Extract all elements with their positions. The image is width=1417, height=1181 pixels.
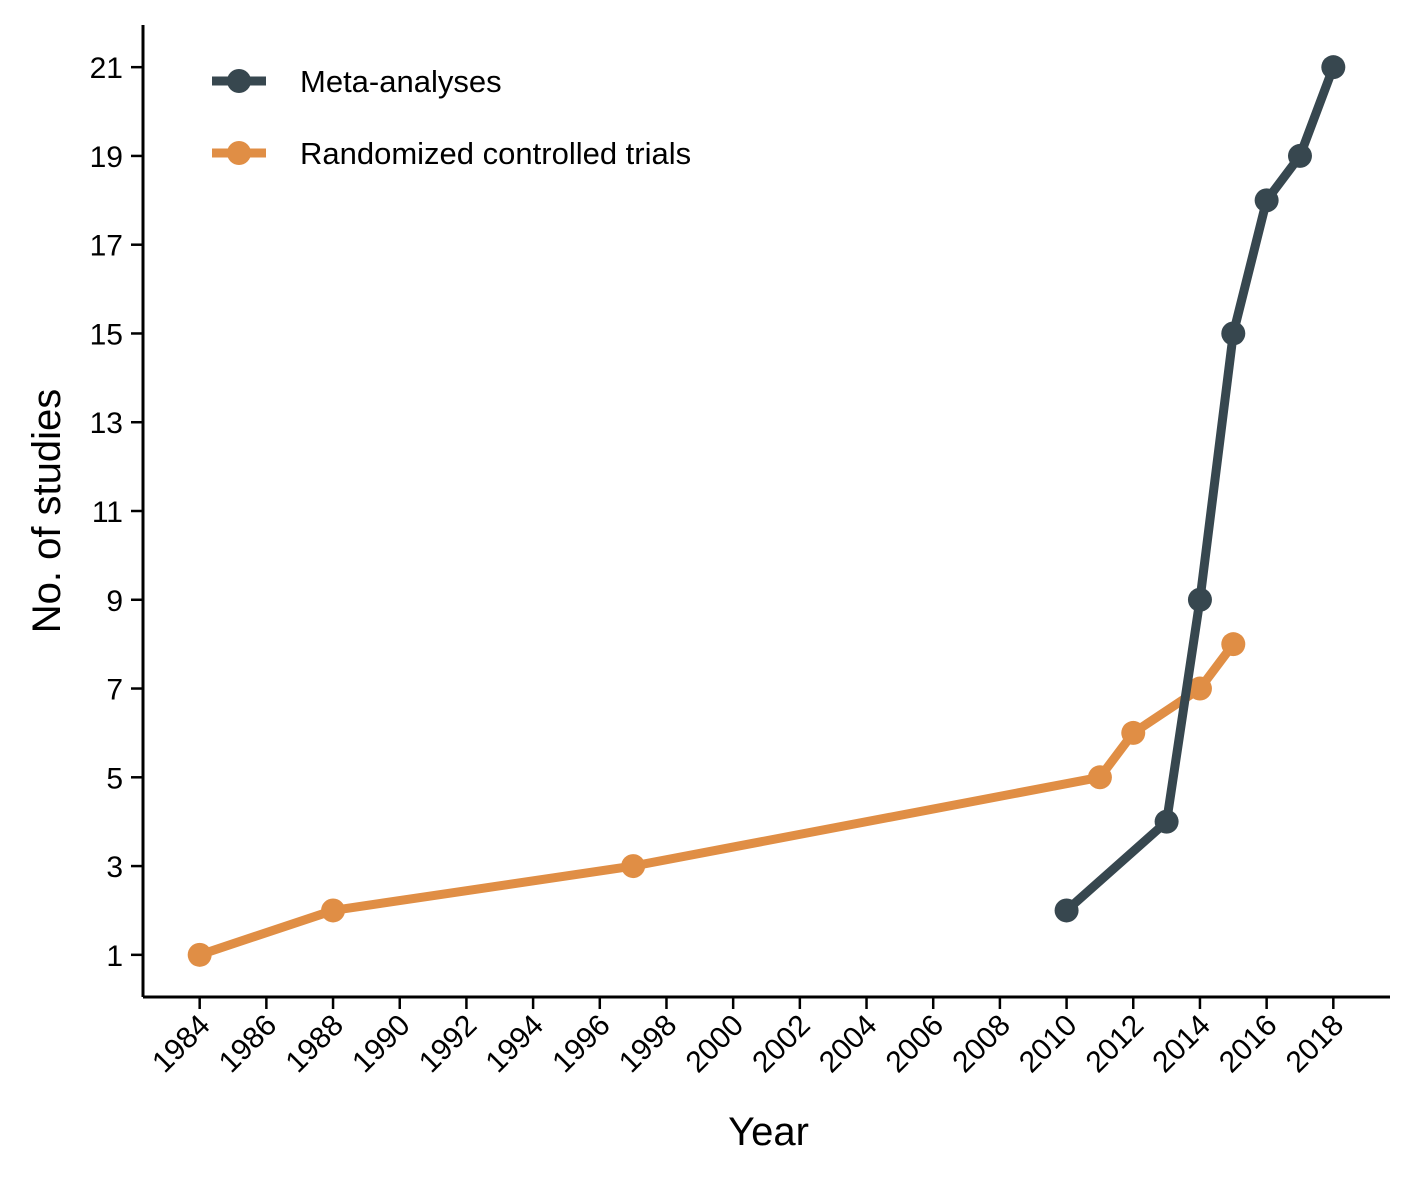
legend-marker: [227, 69, 251, 93]
y-tick-label: 13: [90, 407, 123, 440]
data-point: [1187, 676, 1212, 701]
data-point: [1287, 143, 1312, 168]
y-tick-label: 17: [90, 230, 123, 263]
series-0: [1054, 55, 1346, 923]
x-tick-label: 1998: [613, 1009, 684, 1080]
x-tick-label: 2010: [1013, 1009, 1084, 1080]
x-tick-label: 2006: [880, 1009, 951, 1080]
data-point: [1254, 188, 1279, 213]
x-tick-label: 2004: [813, 1009, 884, 1080]
data-point: [1087, 765, 1112, 790]
x-tick-label: 2018: [1280, 1009, 1351, 1080]
legend-label: Randomized controlled trials: [300, 136, 691, 171]
series-layer: [187, 55, 1346, 967]
data-point: [1221, 632, 1246, 657]
x-tick-label: 2008: [946, 1009, 1017, 1080]
y-tick-label: 11: [92, 496, 123, 529]
data-point: [1187, 587, 1212, 612]
x-tick-label: 1990: [346, 1009, 417, 1080]
x-tick-label: 2000: [680, 1009, 751, 1080]
x-tick-label: 1986: [213, 1009, 284, 1080]
y-tick-label: 5: [106, 762, 123, 795]
y-tick-label: 15: [90, 318, 123, 351]
y-tick-label: 19: [90, 141, 123, 174]
legend: Meta-analyses Randomized controlled trial…: [212, 64, 691, 171]
x-tick-label: 1984: [146, 1009, 217, 1080]
x-axis-title: Year: [728, 1110, 809, 1154]
data-point: [1054, 898, 1079, 923]
y-tick-label: 3: [106, 851, 123, 884]
y-tick-label: 21: [90, 52, 123, 85]
data-point: [321, 898, 346, 923]
x-tick-label: 1994: [480, 1009, 551, 1080]
data-point: [1121, 720, 1146, 745]
legend-item: Randomized controlled trials: [212, 136, 691, 171]
data-point: [187, 942, 212, 967]
legend-label: Meta-analyses: [300, 64, 502, 99]
series-1: [187, 632, 1246, 967]
x-tick-label: 1996: [546, 1009, 617, 1080]
data-point: [1321, 55, 1346, 80]
data-point: [1221, 321, 1246, 346]
y-tick-label: 9: [106, 585, 123, 618]
y-tick-label: 7: [106, 674, 123, 707]
x-tick-label: 1988: [279, 1009, 350, 1080]
x-tick-label: 2016: [1213, 1009, 1284, 1080]
y-axis-title: No. of studies: [25, 389, 69, 634]
x-axis-ticks: 1984198619881990199219941996199820002002…: [146, 997, 1350, 1079]
data-point: [1154, 809, 1179, 834]
data-point: [621, 854, 646, 879]
x-tick-label: 2014: [1146, 1009, 1217, 1080]
y-tick-label: 1: [106, 940, 123, 973]
x-tick-label: 2012: [1080, 1009, 1151, 1080]
x-tick-label: 1992: [413, 1009, 484, 1080]
legend-marker: [227, 141, 251, 165]
x-tick-label: 2002: [746, 1009, 817, 1080]
legend-item: Meta-analyses: [212, 64, 502, 99]
